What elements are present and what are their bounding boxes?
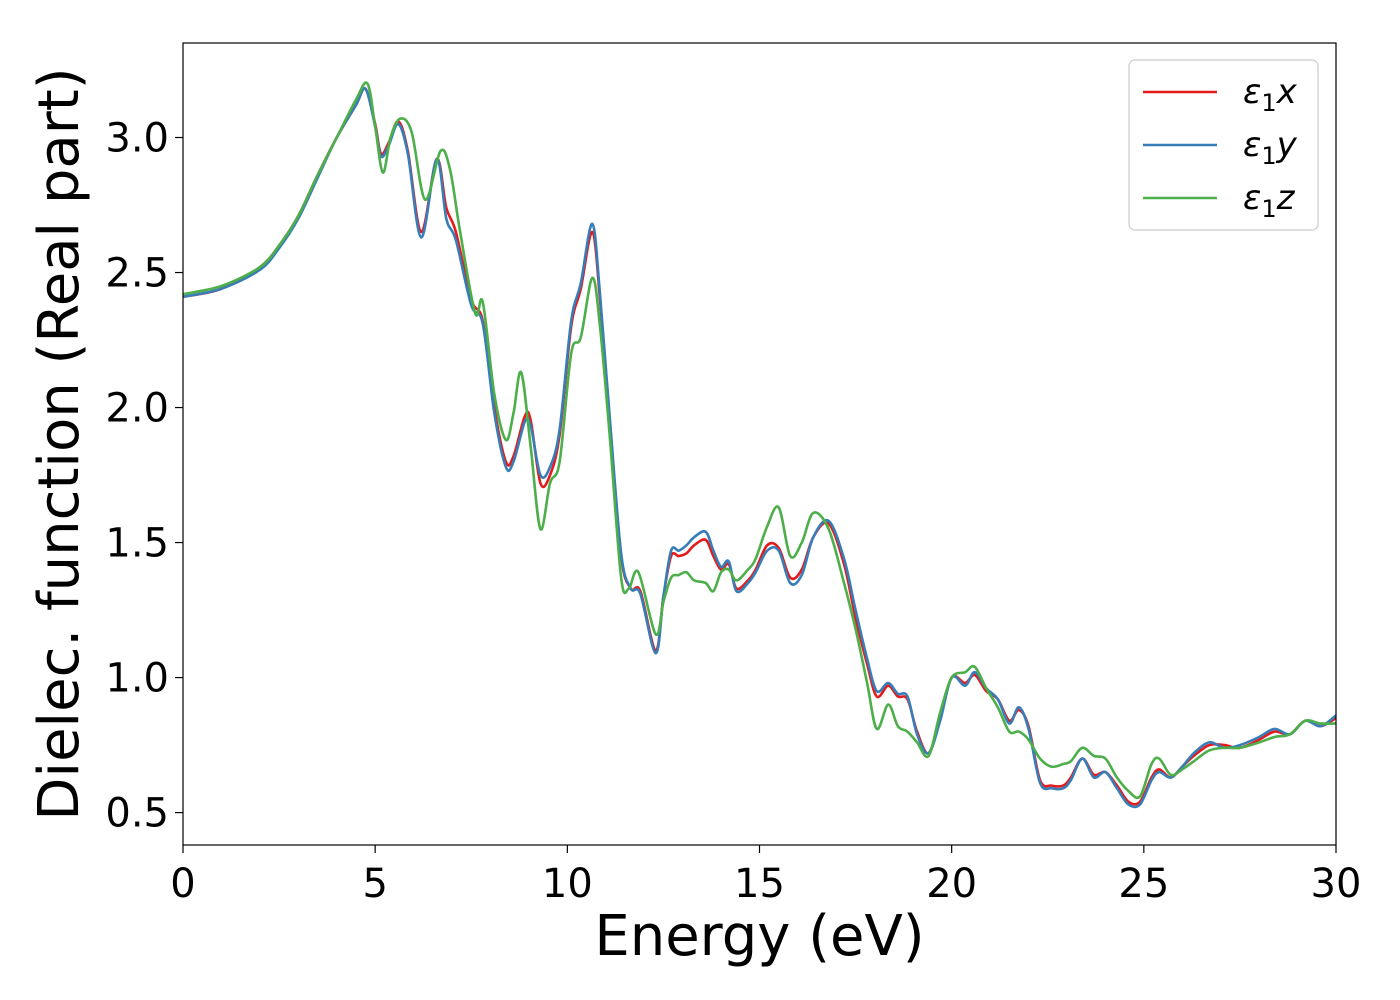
x-tick-label: 15: [734, 861, 785, 907]
legend-label-y: ε1y: [1243, 125, 1298, 170]
series-layer: [183, 81, 1336, 809]
y-tick-label: 2.0: [105, 386, 169, 432]
y-axis: 0.5 1.0 1.5 2.0 2.5 3.0: [105, 116, 183, 837]
x-tick-label: 30: [1311, 861, 1362, 907]
y-axis-title: Dielec. function (Real part): [27, 67, 92, 820]
legend-label-z: ε1z: [1243, 178, 1296, 223]
y-tick-label: 1.0: [105, 656, 169, 702]
y-tick-label: 2.5: [105, 251, 169, 297]
x-tick-label: 20: [926, 861, 977, 907]
x-tick-label: 5: [362, 861, 387, 907]
x-axis: 0 5 10 15 20 25 30: [170, 845, 1361, 907]
legend-label-x: ε1x: [1243, 72, 1298, 117]
legend: ε1x ε1y ε1z: [1128, 59, 1319, 231]
x-tick-label: 25: [1118, 861, 1169, 907]
legend-box: [1128, 59, 1319, 231]
y-tick-label: 0.5: [105, 791, 169, 837]
x-axis-title: Energy (eV): [594, 904, 924, 969]
series-line-z: [183, 81, 1336, 800]
x-tick-label: 0: [170, 861, 195, 907]
y-tick-label: 3.0: [105, 116, 169, 162]
x-tick-label: 10: [542, 861, 593, 907]
y-tick-label: 1.5: [105, 521, 169, 567]
series-line-y: [183, 86, 1336, 809]
